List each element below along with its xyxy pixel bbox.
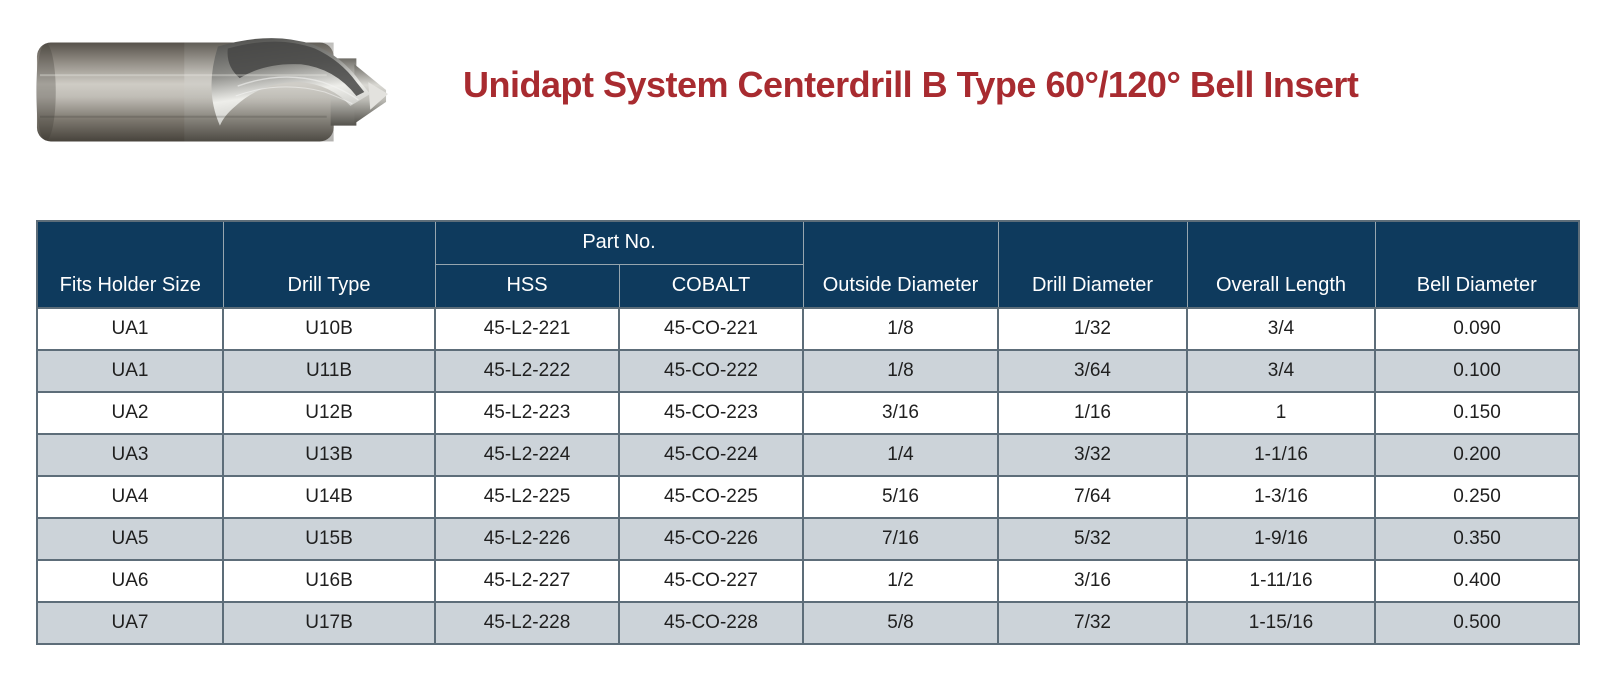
cell-drill-diameter: 3/64	[997, 349, 1189, 393]
cell-hss: 45-L2-222	[434, 349, 620, 393]
cell-overall-length: 1-15/16	[1186, 601, 1377, 645]
cell-drill-diameter: 7/64	[997, 475, 1189, 519]
cell-overall-length: 1-1/16	[1186, 433, 1377, 477]
cell-outside-diameter: 1/2	[802, 559, 1000, 603]
cell-fits-holder-size: UA7	[36, 601, 224, 645]
cell-drill-diameter: 3/16	[997, 559, 1189, 603]
cell-overall-length: 1-3/16	[1186, 475, 1377, 519]
cell-hss: 45-L2-224	[434, 433, 620, 477]
cell-overall-length: 3/4	[1186, 307, 1377, 351]
header-row-top: Fits Holder Size Drill Type Part No. Out…	[36, 220, 1580, 309]
cell-hss: 45-L2-227	[434, 559, 620, 603]
table-row: UA2 U12B 45-L2-223 45-CO-223 3/16 1/16 1 0.150	[36, 391, 1581, 435]
cell-drill-type: U11B	[222, 349, 436, 393]
table-row: UA6 U16B 45-L2-227 45-CO-227 1/2 3/16 1-11/16 0…	[36, 559, 1581, 603]
cell-overall-length: 1-9/16	[1186, 517, 1377, 561]
cell-fits-holder-size: UA2	[36, 391, 224, 435]
col-header-drill-type: Drill Type	[222, 220, 436, 309]
cell-hss: 45-L2-223	[434, 391, 620, 435]
table-row: UA1 U11B 45-L2-222 45-CO-222 1/8 3/64 3/4 0.100	[36, 349, 1581, 393]
spec-table-header: Fits Holder Size Drill Type Part No. Out…	[36, 220, 1580, 309]
cell-drill-type: U17B	[222, 601, 436, 645]
cell-drill-type: U13B	[222, 433, 436, 477]
cell-cobalt: 45-CO-222	[617, 349, 805, 393]
col-header-overall-length: Overall Length	[1186, 220, 1376, 309]
table-row: UA3 U13B 45-L2-224 45-CO-224 1/4 3/32 1-1/16 0.…	[36, 433, 1581, 477]
cell-fits-holder-size: UA3	[36, 433, 224, 477]
cell-cobalt: 45-CO-221	[617, 307, 805, 351]
cell-outside-diameter: 3/16	[802, 391, 1000, 435]
cell-bell-diameter: 0.090	[1374, 307, 1581, 351]
cell-fits-holder-size: UA5	[36, 517, 224, 561]
table-row: UA4 U14B 45-L2-225 45-CO-225 5/16 7/64 1-3/16 0…	[36, 475, 1581, 519]
cell-overall-length: 1-11/16	[1186, 559, 1377, 603]
cell-outside-diameter: 5/16	[802, 475, 1000, 519]
col-header-bell-diameter: Bell Diameter	[1374, 220, 1580, 309]
col-header-part-no: Part No.	[434, 220, 804, 265]
cell-cobalt: 45-CO-226	[617, 517, 805, 561]
col-header-cobalt: COBALT	[618, 263, 804, 309]
cell-outside-diameter: 7/16	[802, 517, 1000, 561]
cell-drill-diameter: 5/32	[997, 517, 1189, 561]
cell-cobalt: 45-CO-224	[617, 433, 805, 477]
cell-outside-diameter: 1/8	[802, 349, 1000, 393]
page-title: Unidapt System Centerdrill B Type 60°/12…	[463, 64, 1359, 105]
cell-fits-holder-size: UA6	[36, 559, 224, 603]
cell-drill-type: U14B	[222, 475, 436, 519]
col-header-hss: HSS	[434, 263, 620, 309]
cell-hss: 45-L2-225	[434, 475, 620, 519]
cell-outside-diameter: 1/4	[802, 433, 1000, 477]
col-header-drill-diameter: Drill Diameter	[997, 220, 1188, 309]
cell-drill-type: U16B	[222, 559, 436, 603]
cell-bell-diameter: 0.200	[1374, 433, 1581, 477]
cell-bell-diameter: 0.500	[1374, 601, 1581, 645]
cell-drill-type: U10B	[222, 307, 436, 351]
cell-overall-length: 1	[1186, 391, 1377, 435]
cell-overall-length: 3/4	[1186, 349, 1377, 393]
cell-outside-diameter: 5/8	[802, 601, 1000, 645]
cell-fits-holder-size: UA4	[36, 475, 224, 519]
cell-bell-diameter: 0.400	[1374, 559, 1581, 603]
cell-cobalt: 45-CO-227	[617, 559, 805, 603]
cell-bell-diameter: 0.350	[1374, 517, 1581, 561]
col-header-fits-holder-size: Fits Holder Size	[36, 220, 224, 309]
table-row: UA5 U15B 45-L2-226 45-CO-226 7/16 5/32 1-9/16 0…	[36, 517, 1581, 561]
cell-drill-diameter: 1/16	[997, 391, 1189, 435]
cell-drill-diameter: 1/32	[997, 307, 1189, 351]
centerdrill-photo-graphic	[35, 38, 389, 142]
cell-hss: 45-L2-221	[434, 307, 620, 351]
cell-hss: 45-L2-226	[434, 517, 620, 561]
cell-outside-diameter: 1/8	[802, 307, 1000, 351]
cell-hss: 45-L2-228	[434, 601, 620, 645]
cell-bell-diameter: 0.100	[1374, 349, 1581, 393]
cell-cobalt: 45-CO-223	[617, 391, 805, 435]
centerdrill-bell-insert-photo	[34, 30, 390, 154]
cell-fits-holder-size: UA1	[36, 307, 224, 351]
table-row: UA7 U17B 45-L2-228 45-CO-228 5/8 7/32 1-15/16 0…	[36, 601, 1581, 645]
spec-table: Fits Holder Size Drill Type Part No. Out…	[36, 220, 1581, 645]
col-header-outside-diameter: Outside Diameter	[802, 220, 999, 309]
spec-table-body: UA1 U10B 45-L2-221 45-CO-221 1/8 1/32 3/4 0.090…	[36, 307, 1581, 645]
cell-bell-diameter: 0.150	[1374, 391, 1581, 435]
cell-drill-type: U12B	[222, 391, 436, 435]
cell-drill-diameter: 7/32	[997, 601, 1189, 645]
cell-cobalt: 45-CO-225	[617, 475, 805, 519]
cell-drill-type: U15B	[222, 517, 436, 561]
cell-fits-holder-size: UA1	[36, 349, 224, 393]
cell-cobalt: 45-CO-228	[617, 601, 805, 645]
cell-bell-diameter: 0.250	[1374, 475, 1581, 519]
table-row: UA1 U10B 45-L2-221 45-CO-221 1/8 1/32 3/4 0.090	[36, 307, 1581, 351]
cell-drill-diameter: 3/32	[997, 433, 1189, 477]
